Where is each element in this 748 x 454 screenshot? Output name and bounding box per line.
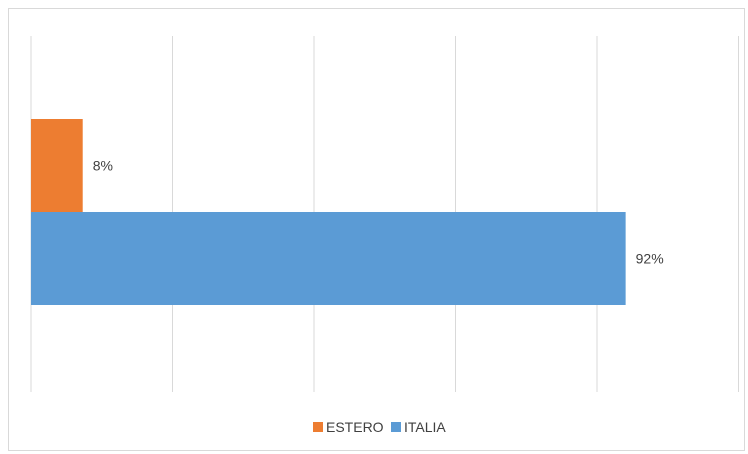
chart-frame: 8% 92% ESTERO ITALIA (8, 8, 745, 451)
legend-label-italia: ITALIA (404, 419, 446, 435)
legend-swatch-italia (391, 422, 401, 432)
bar-chart: 8% 92% ESTERO ITALIA (30, 36, 739, 435)
bars (31, 119, 626, 305)
data-label-estero: 8% (93, 158, 113, 174)
legend-swatch-estero (313, 422, 323, 432)
legend: ESTERO ITALIA (313, 419, 446, 435)
bar-italia (31, 212, 626, 305)
data-label-italia: 92% (636, 251, 664, 267)
bar-estero (31, 119, 83, 212)
data-labels: 8% 92% (93, 158, 664, 267)
legend-label-estero: ESTERO (326, 419, 384, 435)
